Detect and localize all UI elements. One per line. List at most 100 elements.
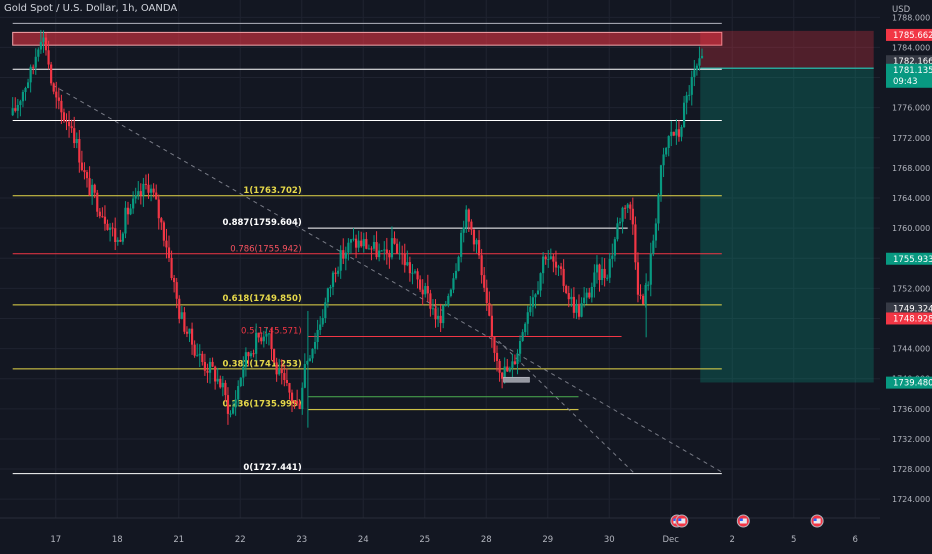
trend-line-2[interactable] [498,340,635,474]
candle[interactable] [103,216,107,224]
candle[interactable] [144,183,148,185]
candle[interactable] [501,372,504,379]
candle[interactable] [167,247,171,258]
candle[interactable] [631,208,634,225]
candle[interactable] [421,289,424,295]
candle[interactable] [52,83,55,92]
candle[interactable] [129,208,132,215]
candle[interactable] [114,228,117,243]
candle[interactable] [190,328,194,345]
candle[interactable] [70,126,73,129]
candle[interactable] [511,361,514,368]
candle[interactable] [34,56,37,68]
candle[interactable] [485,287,488,303]
price-label-tag[interactable] [886,63,932,88]
candle[interactable] [121,233,124,242]
time-axis-bg[interactable] [0,518,932,550]
candle[interactable] [452,278,455,290]
candle[interactable] [385,249,388,254]
candle[interactable] [311,348,314,359]
candle[interactable] [262,336,265,342]
candle[interactable] [539,273,542,291]
candle[interactable] [229,413,232,415]
candle[interactable] [662,154,665,166]
candle[interactable] [577,303,581,317]
candle[interactable] [11,108,14,116]
candle[interactable] [224,382,227,396]
candle[interactable] [480,255,483,276]
candle[interactable] [155,192,158,200]
candle[interactable] [175,282,178,299]
candle[interactable] [265,333,268,337]
candle[interactable] [570,296,573,300]
candle[interactable] [37,49,40,57]
candle[interactable] [324,302,327,319]
candle[interactable] [357,240,360,248]
candle[interactable] [165,240,168,248]
candle[interactable] [439,315,442,324]
candle[interactable] [106,223,109,230]
candle[interactable] [108,227,112,230]
candle[interactable] [73,128,76,144]
candle[interactable] [137,191,140,196]
candle[interactable] [339,250,342,271]
candle[interactable] [249,353,253,357]
candle[interactable] [639,294,642,296]
candle[interactable] [536,290,540,295]
candle[interactable] [552,256,555,262]
candle[interactable] [267,333,271,335]
candle[interactable] [257,332,260,338]
candle[interactable] [29,66,32,83]
candle[interactable] [173,278,176,283]
candle[interactable] [636,262,640,295]
candle[interactable] [644,285,647,304]
candle[interactable] [360,240,363,247]
candle[interactable] [188,328,191,334]
low-marker[interactable] [503,376,530,383]
candle[interactable] [562,268,565,286]
candle[interactable] [565,285,568,294]
candle[interactable] [677,129,681,137]
candle[interactable] [659,165,663,195]
candle[interactable] [247,352,250,357]
candle[interactable] [349,239,353,243]
candle[interactable] [559,266,563,269]
candle[interactable] [454,270,458,279]
candle[interactable] [590,286,593,298]
candle[interactable] [621,207,624,222]
candle[interactable] [216,378,219,382]
candle[interactable] [85,172,89,179]
candle[interactable] [465,209,468,228]
candle[interactable] [680,127,683,137]
candle[interactable] [424,286,427,295]
candle[interactable] [682,102,686,128]
candle[interactable] [518,340,522,354]
candle[interactable] [26,82,30,89]
candle[interactable] [88,178,91,196]
price-label-tag[interactable] [886,376,932,389]
candle[interactable] [611,255,614,259]
candle[interactable] [57,97,60,101]
candle[interactable] [149,188,153,193]
candle[interactable] [152,188,155,193]
candle[interactable] [393,238,396,244]
candle[interactable] [531,297,534,307]
candle[interactable] [375,242,378,258]
candle[interactable] [67,121,71,127]
candle[interactable] [598,264,601,281]
candle[interactable] [534,294,537,298]
candle[interactable] [457,256,460,271]
candle[interactable] [211,361,214,367]
candle[interactable] [344,252,347,259]
price-axis-bg[interactable] [880,0,932,550]
candle[interactable] [667,136,670,149]
candle[interactable] [275,362,278,375]
price-label-tag[interactable] [886,28,932,41]
candle[interactable] [460,232,463,257]
candle[interactable] [313,342,317,349]
candle[interactable] [516,353,519,365]
candle[interactable] [206,370,209,373]
candle[interactable] [42,37,45,42]
candle[interactable] [62,112,66,121]
